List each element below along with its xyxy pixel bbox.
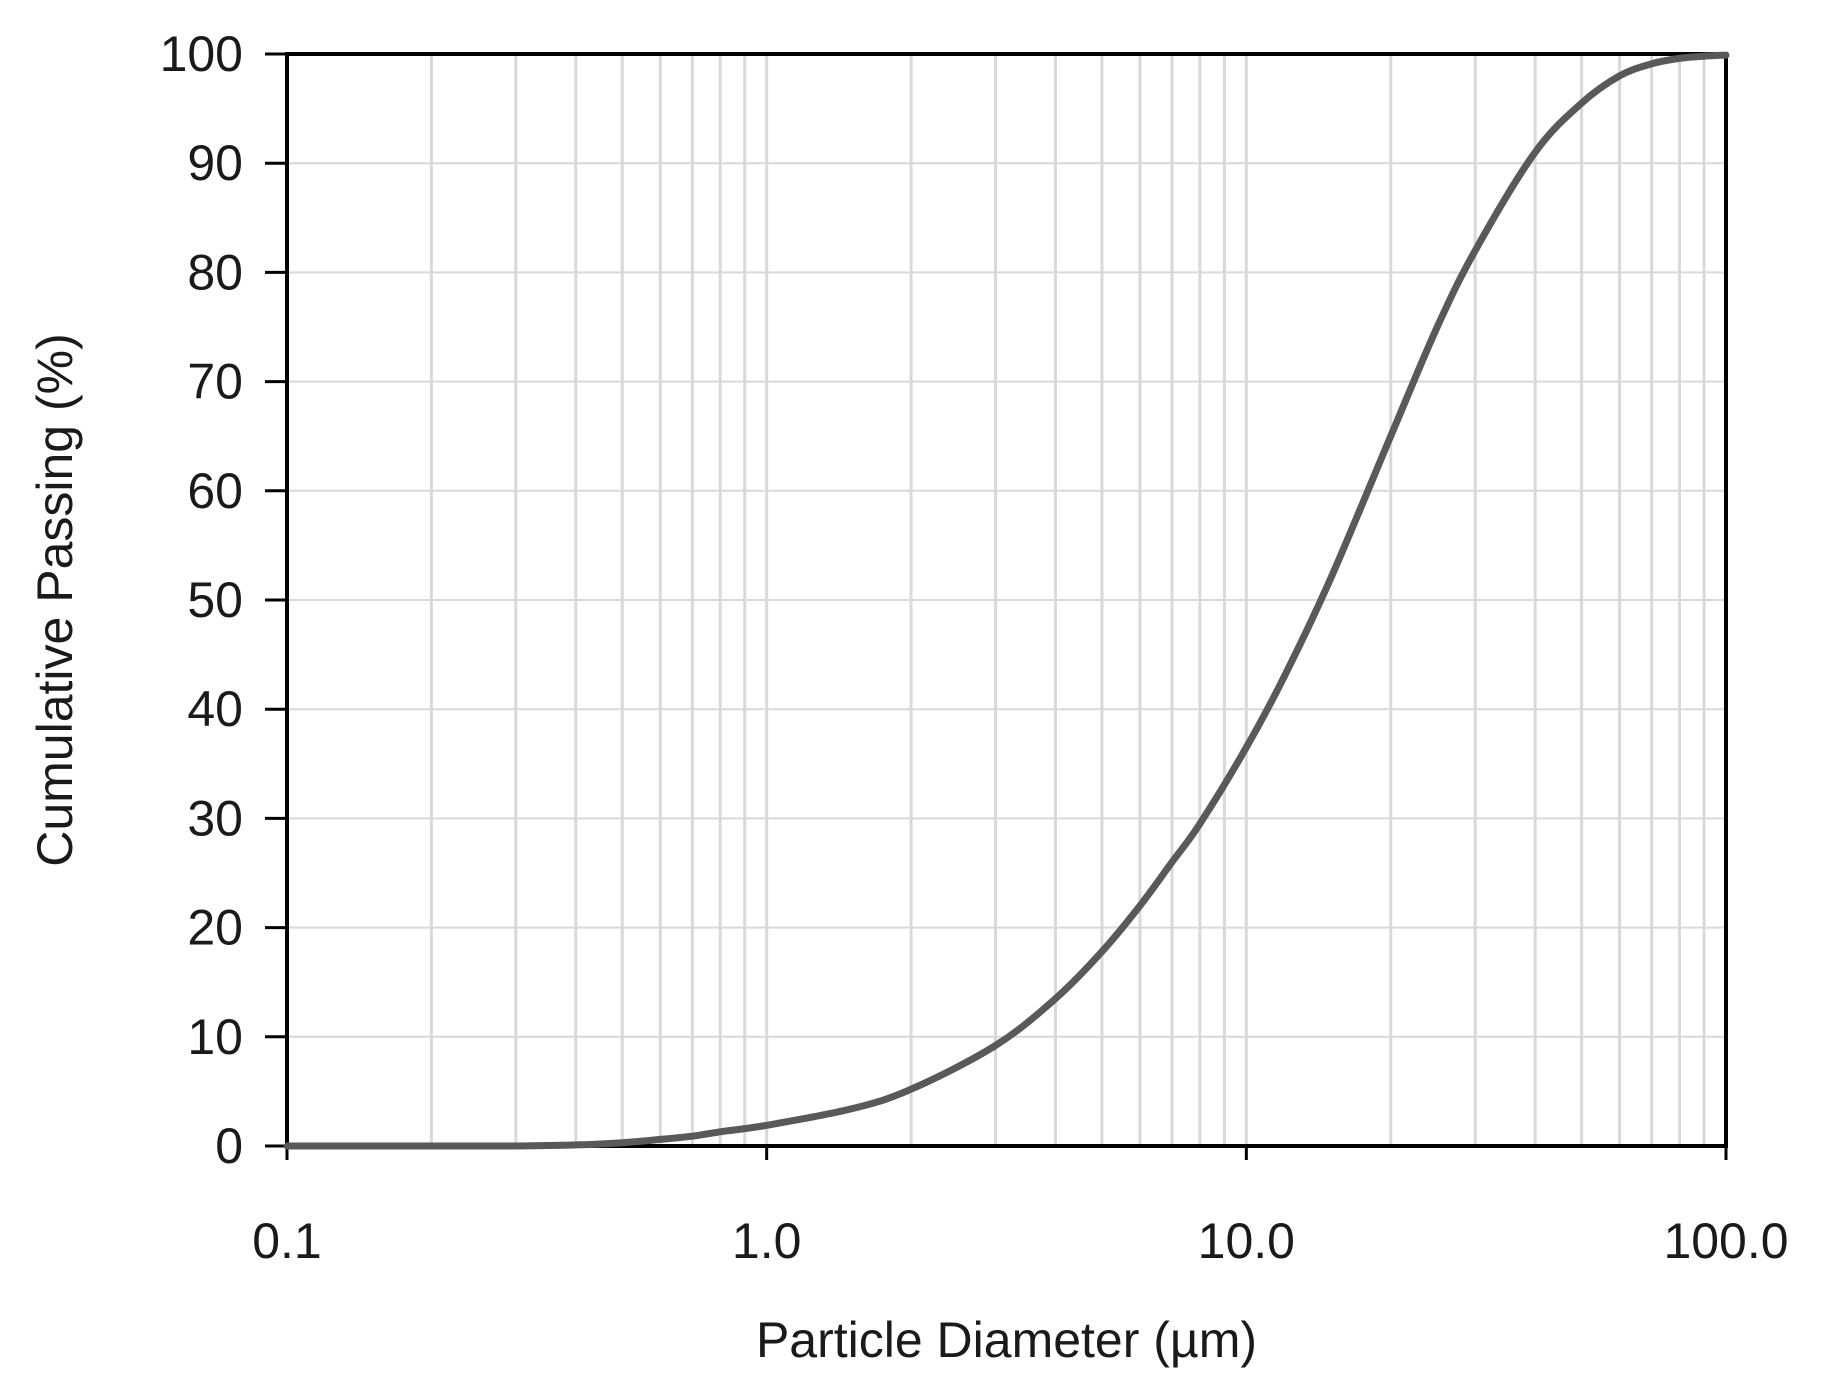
y-tick-label: 50 <box>187 572 243 628</box>
series-layer <box>283 51 1730 1150</box>
series-line <box>283 51 1730 1150</box>
x-axis-tick-labels: 0.1 1.0 10.0 100.0 <box>252 1213 1788 1269</box>
x-tick-label: 1.0 <box>732 1213 802 1269</box>
x-tick-label: 10.0 <box>1198 1213 1295 1269</box>
y-tick-label: 30 <box>187 790 243 846</box>
y-tick-label: 80 <box>187 244 243 300</box>
y-tick-label: 90 <box>187 135 243 191</box>
x-axis-title: Particle Diameter (µm) <box>756 1312 1257 1368</box>
x-tick-label: 0.1 <box>252 1213 322 1269</box>
grid-lines <box>285 53 1726 1147</box>
y-axis-tick-labels: 0 10 20 30 40 50 60 70 80 90 100 <box>160 26 243 1174</box>
y-tick-label: 0 <box>215 1118 243 1174</box>
y-axis-title: Cumulative Passing (%) <box>27 333 83 867</box>
y-tick-label: 10 <box>187 1009 243 1065</box>
y-tick-label: 40 <box>187 681 243 737</box>
y-tick-label: 70 <box>187 354 243 410</box>
y-tick-label: 20 <box>187 900 243 956</box>
y-tick-label: 100 <box>160 26 243 82</box>
x-tick-label: 100.0 <box>1663 1213 1788 1269</box>
y-tick-label: 60 <box>187 463 243 519</box>
